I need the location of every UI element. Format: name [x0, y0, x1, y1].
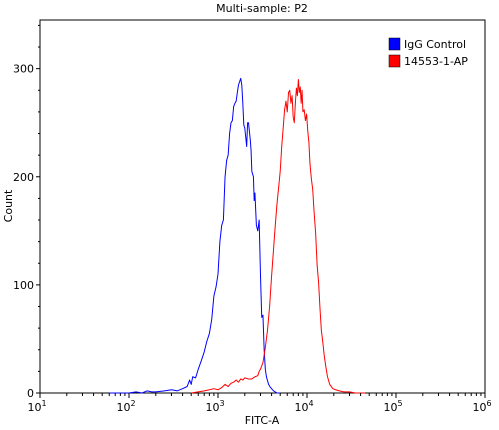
- legend: IgG Control 14553-1-AP: [388, 37, 468, 68]
- x-tick-label: 104: [294, 399, 313, 414]
- y-tick-label: 100: [13, 279, 34, 292]
- legend-label-14553-1-ap: 14553-1-AP: [404, 55, 468, 68]
- series-layer: [109, 77, 366, 394]
- x-tick-label: 101: [27, 399, 46, 414]
- legend-swatch-igg-control: [388, 37, 401, 51]
- x-tick-label: 103: [205, 399, 224, 414]
- series-line-14553-1-ap: [191, 78, 366, 394]
- y-tick-label: 0: [27, 387, 34, 400]
- y-axis-label: Count: [2, 189, 15, 222]
- chart-title: Multi-sample: P2: [216, 2, 308, 15]
- legend-swatch-14553-1-ap: [388, 54, 401, 68]
- x-tick-label: 105: [383, 399, 402, 414]
- x-tick-label: 102: [116, 399, 135, 414]
- legend-label-igg-control: IgG Control: [404, 38, 466, 51]
- axis-layer: 0 100 200 300 101 102 103 104 105 106: [13, 24, 492, 414]
- series-line-igg-control: [109, 77, 281, 394]
- x-axis-label: FITC-A: [245, 414, 280, 427]
- x-tick-label: 106: [472, 399, 491, 414]
- plot-frame: [39, 19, 486, 394]
- y-tick-label: 300: [13, 63, 34, 76]
- y-tick-label: 200: [13, 171, 34, 184]
